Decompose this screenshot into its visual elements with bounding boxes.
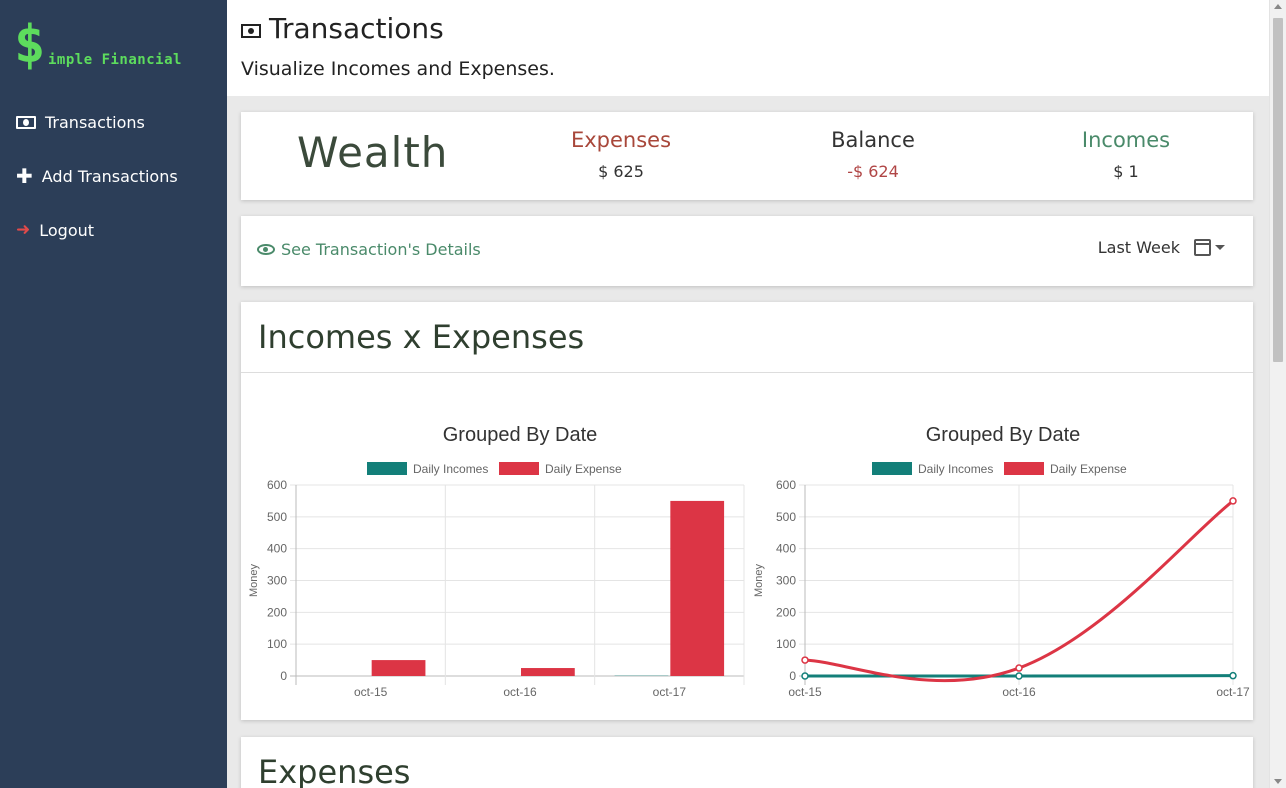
sidebar-item-logout[interactable]: ➜ Logout (16, 218, 94, 242)
scroll-up-icon[interactable] (1274, 4, 1282, 9)
y-tick-label: 400 (776, 542, 796, 556)
expenses-stat: Expenses $ 625 (521, 128, 721, 181)
scrollbar[interactable] (1269, 0, 1286, 788)
sidebar-item-label: Transactions (45, 112, 145, 132)
calendar-icon (1194, 239, 1211, 256)
scrollbar-thumb[interactable] (1273, 18, 1283, 362)
y-tick-label: 600 (776, 478, 796, 492)
bar (371, 660, 426, 676)
balance-stat: Balance -$ 624 (773, 128, 973, 181)
y-tick-label: 500 (267, 510, 287, 524)
y-tick-label: 400 (267, 542, 287, 556)
x-tick-label: oct-16 (503, 685, 537, 699)
incomes-value: $ 1 (1113, 162, 1139, 181)
x-tick-label: oct-15 (788, 685, 822, 699)
app-logo[interactable]: $ imple Financial (14, 16, 214, 76)
sidebar-item-label: Logout (39, 220, 95, 240)
sidebar-item-add-transactions[interactable]: ✚ Add Transactions (16, 164, 178, 188)
see-details-link[interactable]: See Transaction's Details (257, 240, 481, 259)
scroll-down-icon[interactable] (1274, 779, 1282, 784)
y-tick-label: 0 (280, 669, 287, 683)
y-axis-label: Money (248, 563, 260, 597)
money-bill-icon (241, 23, 261, 38)
line-chart: Grouped By Date Daily Incomes Daily Expens… (753, 424, 1250, 699)
sidebar-item-transactions[interactable]: Transactions (16, 110, 145, 134)
legend-label: Daily Incomes (413, 462, 488, 476)
section-title: Incomes x Expenses (258, 318, 585, 356)
x-tick-label: oct-15 (354, 685, 388, 699)
data-point (1015, 664, 1023, 672)
bar (521, 668, 575, 676)
see-details-label: See Transaction's Details (281, 240, 481, 259)
page-subtitle: Visualize Incomes and Expenses. (241, 58, 555, 80)
legend-label: Daily Expense (545, 462, 622, 476)
money-bill-icon (16, 115, 36, 129)
page-header: Transactions Visualize Incomes and Expen… (227, 0, 1269, 96)
balance-value: -$ 624 (847, 162, 899, 181)
x-tick-label: oct-17 (1216, 685, 1250, 699)
eye-icon (257, 244, 275, 255)
bar (670, 500, 725, 676)
y-tick-label: 600 (267, 478, 287, 492)
legend-swatch (1004, 462, 1044, 475)
page-title-text: Transactions (269, 12, 444, 45)
x-tick-label: oct-16 (1002, 685, 1036, 699)
expenses-value: $ 625 (598, 162, 644, 181)
y-tick-label: 100 (776, 637, 796, 651)
wealth-summary-card: Wealth Expenses $ 625 Balance -$ 624 Inc… (241, 112, 1253, 200)
expenses-label: Expenses (570, 128, 672, 152)
incomes-label: Incomes (1081, 128, 1171, 152)
data-point (1229, 671, 1237, 680)
sidebar: $ imple Financial Transactions ✚ Add Tra… (0, 0, 227, 788)
data-point (801, 656, 809, 664)
details-card: See Transaction's Details Last Week (241, 216, 1253, 286)
incomes-expenses-card: Incomes x Expenses Grouped By Date Daily … (241, 302, 1253, 720)
sidebar-item-label: Add Transactions (41, 166, 178, 186)
data-point (1229, 497, 1237, 505)
logout-icon: ➜ (16, 220, 31, 240)
legend-swatch (499, 462, 539, 475)
y-tick-label: 100 (267, 637, 287, 651)
y-tick-label: 300 (267, 574, 287, 588)
logo-dollar-sign: $ (14, 15, 46, 75)
y-tick-label: 200 (267, 605, 287, 619)
y-tick-label: 500 (776, 510, 796, 524)
plus-icon: ✚ (16, 164, 33, 188)
page-title: Transactions (241, 12, 444, 45)
expenses-card: Expenses (241, 737, 1253, 788)
legend-swatch (367, 462, 407, 475)
period-dropdown[interactable]: Last Week (1098, 238, 1225, 257)
chart-title: Grouped By Date (926, 424, 1081, 446)
legend-label: Daily Incomes (918, 462, 993, 476)
legend-label: Daily Expense (1050, 462, 1127, 476)
y-tick-label: 0 (789, 669, 796, 683)
period-label: Last Week (1097, 238, 1180, 257)
balance-label: Balance (831, 128, 915, 152)
logo-text: imple Financial (48, 52, 182, 68)
legend-swatch (872, 462, 912, 475)
divider (241, 372, 1253, 373)
y-tick-label: 200 (776, 605, 796, 619)
data-point (1015, 672, 1023, 680)
chart-title: Grouped By Date (443, 424, 598, 446)
incomes-stat: Incomes $ 1 (1026, 128, 1226, 181)
caret-down-icon (1215, 245, 1225, 250)
x-tick-label: oct-17 (653, 685, 687, 699)
wealth-title: Wealth (297, 128, 449, 177)
bar-chart: Grouped By Date Daily Incomes Daily Expens… (248, 424, 745, 699)
section-title: Expenses (258, 753, 411, 788)
data-point (801, 672, 809, 680)
y-tick-label: 300 (776, 574, 796, 588)
y-axis-label: Money (753, 563, 765, 597)
